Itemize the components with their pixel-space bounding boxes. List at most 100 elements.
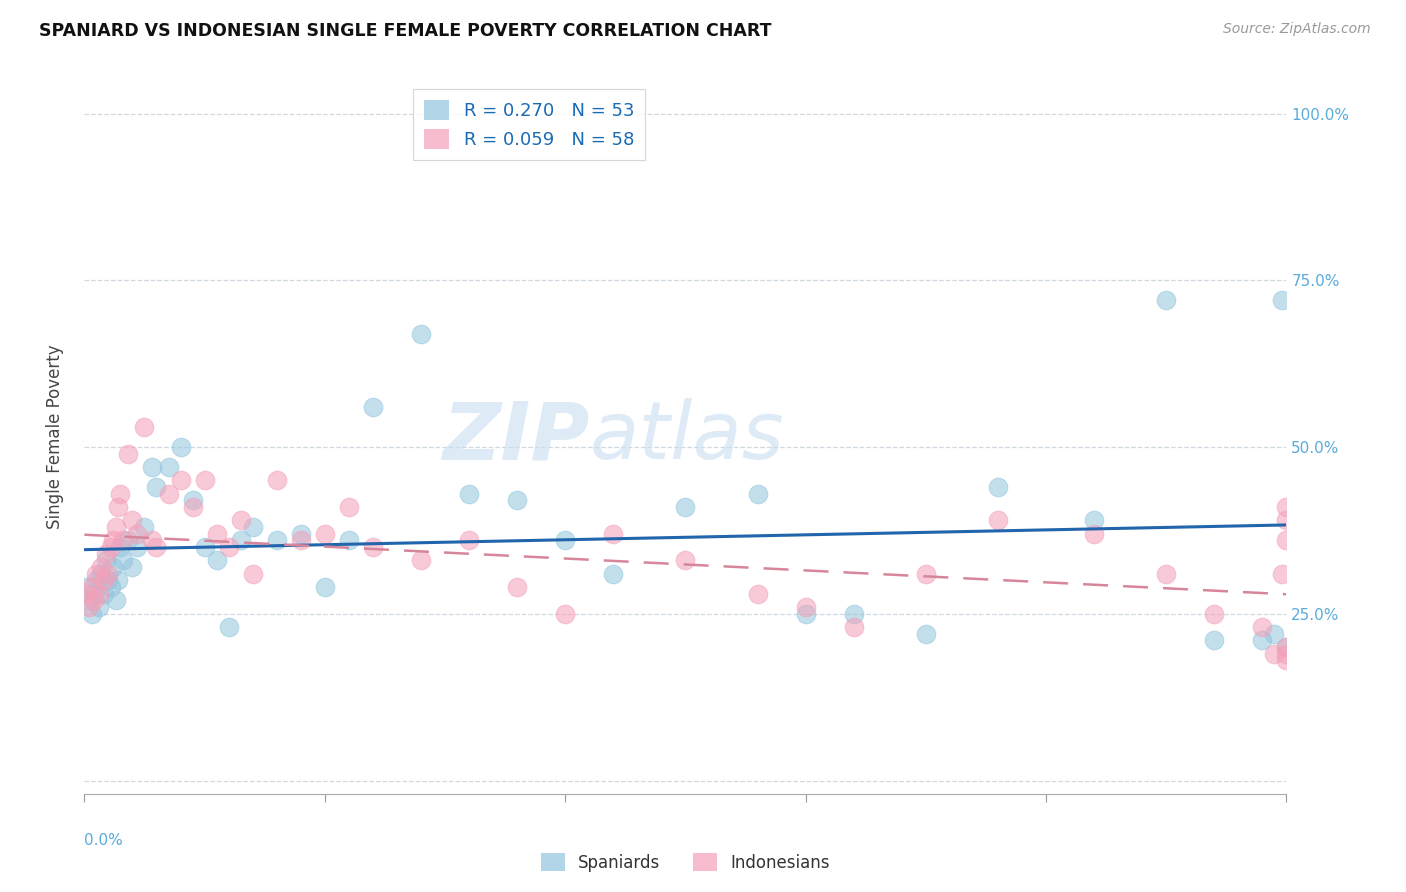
Point [506, 493, 529, 508]
Point [121, 513, 143, 527]
Point [205, 553, 228, 567]
Point [194, 474, 217, 488]
Point [361, 540, 384, 554]
Point [915, 566, 938, 581]
Point [205, 526, 228, 541]
Point [229, 513, 252, 527]
Point [194, 540, 217, 554]
Point [157, 460, 180, 475]
Point [229, 533, 252, 548]
Point [1083, 513, 1105, 527]
Point [1271, 293, 1294, 308]
Legend: Spaniards, Indonesians: Spaniards, Indonesians [534, 847, 837, 879]
Point [1275, 500, 1298, 515]
Point [506, 580, 529, 594]
Point [169, 440, 191, 454]
Point [117, 447, 139, 461]
Text: atlas: atlas [589, 398, 785, 476]
Text: Source: ZipAtlas.com: Source: ZipAtlas.com [1223, 22, 1371, 37]
Point [675, 553, 697, 567]
Y-axis label: Single Female Poverty: Single Female Poverty [45, 345, 63, 529]
Point [747, 587, 769, 601]
Point [86, 566, 108, 581]
Point [915, 627, 938, 641]
Point [181, 500, 204, 515]
Point [121, 560, 143, 574]
Point [83, 587, 105, 601]
Point [1263, 647, 1285, 661]
Point [94, 553, 117, 567]
Point [145, 480, 167, 494]
Point [110, 487, 132, 501]
Point [157, 487, 180, 501]
Point [134, 420, 156, 434]
Point [86, 574, 108, 588]
Point [1156, 293, 1178, 308]
Point [1156, 566, 1178, 581]
Point [747, 487, 769, 501]
Point [602, 526, 624, 541]
Point [103, 560, 125, 574]
Point [87, 600, 110, 615]
Point [842, 607, 865, 621]
Point [103, 533, 125, 548]
Point [1275, 653, 1298, 667]
Point [242, 520, 264, 534]
Point [290, 533, 312, 548]
Point [314, 526, 336, 541]
Point [1083, 526, 1105, 541]
Point [80, 607, 103, 621]
Point [218, 540, 240, 554]
Point [602, 566, 624, 581]
Point [1275, 533, 1298, 548]
Point [110, 540, 132, 554]
Point [134, 520, 156, 534]
Point [145, 540, 167, 554]
Point [111, 553, 134, 567]
Point [1275, 640, 1298, 655]
Point [337, 533, 360, 548]
Point [337, 500, 360, 515]
Point [107, 500, 129, 515]
Point [1251, 620, 1274, 634]
Point [169, 474, 191, 488]
Point [127, 526, 149, 541]
Point [361, 400, 384, 414]
Point [409, 553, 432, 567]
Point [97, 574, 120, 588]
Point [76, 580, 98, 594]
Point [141, 533, 163, 548]
Point [1271, 566, 1294, 581]
Point [100, 540, 122, 554]
Point [97, 566, 120, 581]
Point [794, 600, 817, 615]
Point [83, 593, 105, 607]
Point [314, 580, 336, 594]
Point [266, 533, 288, 548]
Point [77, 600, 100, 615]
Point [76, 587, 98, 601]
Point [100, 580, 122, 594]
Text: SPANIARD VS INDONESIAN SINGLE FEMALE POVERTY CORRELATION CHART: SPANIARD VS INDONESIAN SINGLE FEMALE POV… [39, 22, 772, 40]
Point [1251, 633, 1274, 648]
Point [987, 513, 1010, 527]
Point [90, 566, 112, 581]
Point [111, 533, 134, 548]
Point [794, 607, 817, 621]
Point [218, 620, 240, 634]
Text: ZIP: ZIP [441, 398, 589, 476]
Point [554, 607, 576, 621]
Point [87, 587, 110, 601]
Point [107, 574, 129, 588]
Point [94, 547, 117, 561]
Point [93, 587, 115, 601]
Point [104, 520, 127, 534]
Point [127, 540, 149, 554]
Point [104, 593, 127, 607]
Point [77, 593, 100, 607]
Point [1204, 633, 1226, 648]
Point [117, 533, 139, 548]
Point [842, 620, 865, 634]
Point [458, 533, 481, 548]
Point [458, 487, 481, 501]
